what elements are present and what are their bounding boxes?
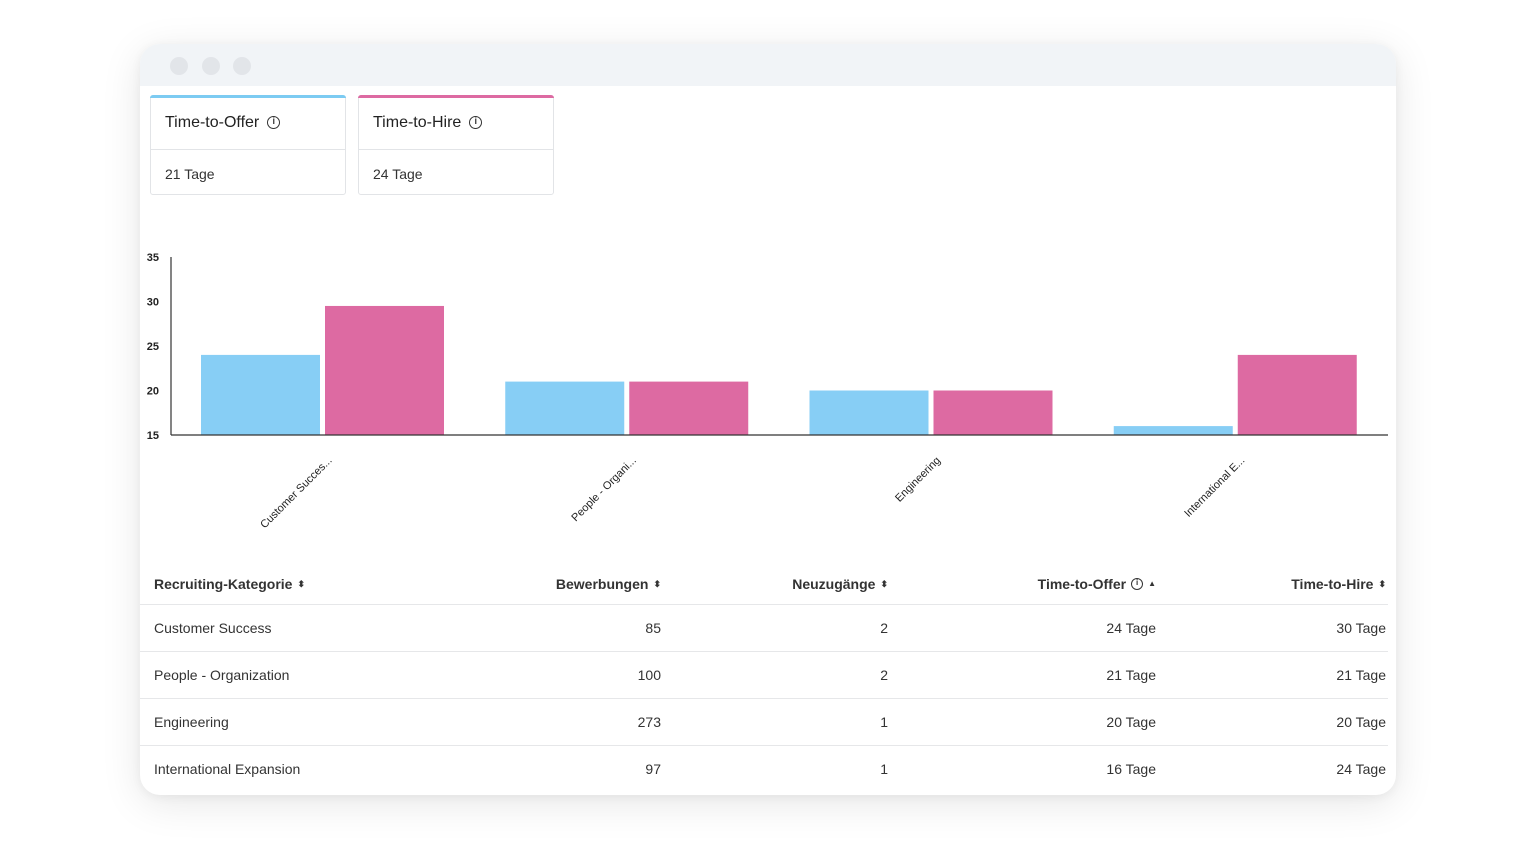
header-label: Time-to-Hire (1291, 576, 1374, 592)
table-row[interactable]: Engineering 273 1 20 Tage 20 Tage (140, 699, 1388, 746)
cell-bewerbungen: 97 (645, 761, 661, 777)
header-time-to-offer[interactable]: Time-to-Offer ▲ (1038, 564, 1156, 604)
sort-icon[interactable]: ⬍ (1378, 578, 1386, 589)
table-row[interactable]: International Expansion 97 1 16 Tage 24 … (140, 746, 1388, 792)
cell-time-to-offer: 20 Tage (1106, 714, 1156, 730)
cell-neuzugaenge: 1 (880, 761, 888, 777)
cell-time-to-offer: 24 Tage (1106, 620, 1156, 636)
cell-bewerbungen: 85 (645, 620, 661, 636)
y-tick-label: 35 (147, 252, 159, 264)
x-tick-label: People - Organi... (569, 455, 638, 524)
info-icon[interactable] (1131, 578, 1144, 590)
info-icon[interactable] (267, 116, 281, 129)
kpi-card-time-to-hire[interactable]: Time-to-Hire 24 Tage (358, 95, 554, 195)
sort-icon[interactable]: ⬍ (880, 578, 888, 589)
y-tick-label: 30 (147, 297, 159, 309)
cell-time-to-hire: 24 Tage (1336, 761, 1386, 777)
header-label: Recruiting-Kategorie (154, 576, 293, 592)
header-label: Time-to-Offer (1037, 576, 1127, 592)
window-close-dot[interactable] (170, 57, 188, 75)
cell-kategorie: International Expansion (154, 761, 301, 777)
bar-series-1 (505, 381, 625, 435)
sort-icon[interactable]: ⬍ (653, 578, 661, 589)
card-value: 21 Tage (165, 166, 215, 182)
cell-kategorie: Engineering (154, 714, 229, 730)
header-label: Bewerbungen (555, 576, 649, 592)
cell-bewerbungen: 273 (637, 714, 661, 730)
y-tick-label: 15 (147, 430, 159, 442)
x-tick-label: Customer Succes... (258, 455, 334, 531)
y-tick-label: 25 (147, 341, 159, 353)
header-label: Neuzugänge (792, 576, 876, 592)
cell-neuzugaenge: 2 (880, 620, 888, 636)
x-tick-label: International E... (1182, 455, 1247, 520)
bar-series-2 (933, 390, 1053, 435)
cell-neuzugaenge: 1 (880, 714, 888, 730)
window-titlebar (140, 44, 1396, 86)
cell-time-to-offer: 16 Tage (1106, 761, 1156, 777)
category-table: Recruiting-Kategorie ⬍ Bewerbungen ⬍ Neuzu… (140, 564, 1388, 792)
cell-time-to-hire: 21 Tage (1336, 667, 1386, 683)
bar-series-2 (1237, 354, 1357, 435)
card-header: Time-to-Offer (151, 96, 345, 150)
table-row[interactable]: Customer Success 85 2 24 Tage 30 Tage (140, 605, 1388, 652)
kpi-card-time-to-offer[interactable]: Time-to-Offer 21 Tage (150, 95, 346, 195)
cell-kategorie: Customer Success (154, 620, 272, 636)
cell-time-to-hire: 30 Tage (1336, 620, 1386, 636)
info-icon[interactable] (469, 116, 483, 129)
card-title: Time-to-Offer (165, 113, 260, 131)
sort-up-icon[interactable]: ▲ (1148, 579, 1156, 588)
app-window: Time-to-Offer 21 Tage Time-to-Hire 24 Ta… (140, 44, 1396, 795)
y-tick-label: 20 (147, 386, 159, 398)
cell-neuzugaenge: 2 (880, 667, 888, 683)
card-value: 24 Tage (373, 166, 423, 182)
bar-chart: 15 20 25 30 35 Customer Succes... People - Org… (147, 252, 1388, 531)
bar-series-2 (629, 381, 749, 435)
bar-series-1 (201, 354, 320, 435)
cell-bewerbungen: 100 (637, 667, 661, 683)
x-tick-label: Engineering (893, 455, 943, 505)
sort-icon[interactable]: ⬍ (297, 578, 306, 589)
header-bewerbungen[interactable]: Bewerbungen ⬍ (556, 564, 661, 604)
cell-time-to-hire: 20 Tage (1336, 714, 1386, 730)
table-header-row: Recruiting-Kategorie ⬍ Bewerbungen ⬍ Neuzu… (140, 564, 1388, 605)
card-header: Time-to-Hire (359, 96, 553, 150)
cell-kategorie: People - Organization (154, 667, 290, 683)
window-minimize-dot[interactable] (202, 57, 220, 75)
header-time-to-hire[interactable]: Time-to-Hire ⬍ (1291, 564, 1386, 604)
bar-series-1 (809, 390, 929, 435)
bar-series-1 (1113, 426, 1233, 435)
header-neuzugaenge[interactable]: Neuzugänge ⬍ (792, 564, 888, 604)
window-maximize-dot[interactable] (233, 57, 251, 75)
header-recruiting-kategorie[interactable]: Recruiting-Kategorie ⬍ (154, 564, 305, 604)
card-accent-line (150, 95, 346, 98)
cell-time-to-offer: 21 Tage (1106, 667, 1156, 683)
card-title: Time-to-Hire (373, 113, 462, 131)
bar-series-2 (325, 305, 444, 435)
table-row[interactable]: People - Organization 100 2 21 Tage 21 T… (140, 652, 1388, 699)
card-accent-line (358, 95, 554, 98)
